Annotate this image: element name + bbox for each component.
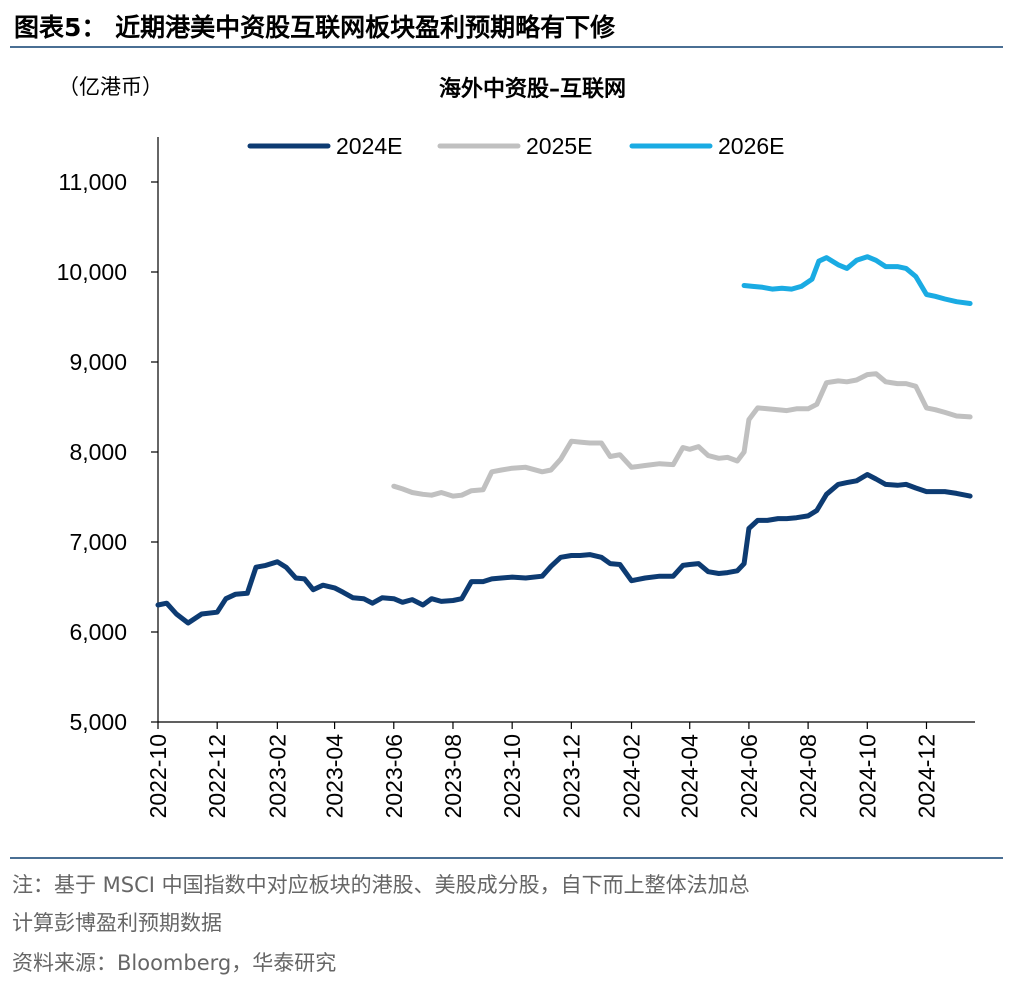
- legend-label-2025E: 2025E: [526, 133, 593, 159]
- x-tick-label: 2022-12: [204, 734, 230, 818]
- top-rule: [10, 46, 1003, 48]
- x-tick-label: 2024-08: [795, 734, 821, 818]
- y-tick-label: 5,000: [69, 709, 127, 735]
- y-tick-label: 6,000: [69, 619, 127, 645]
- x-tick-label: 2024-12: [913, 734, 939, 818]
- figure-title: 图表5： 近期港美中资股互联网板块盈利预期略有下修: [14, 13, 616, 42]
- x-tick-label: 2023-08: [440, 734, 466, 818]
- x-tick-label: 2023-12: [558, 734, 584, 818]
- x-tick-label: 2024-10: [854, 734, 880, 818]
- series-line-2025E: [391, 371, 973, 499]
- series-line-2026E: [741, 254, 973, 306]
- legend-label-2024E: 2024E: [336, 133, 403, 159]
- x-tick-label: 2023-02: [264, 734, 290, 818]
- source-note: 资料来源：Bloomberg，华泰研究: [12, 951, 337, 975]
- axes: 5,000 6,000 7,000 8,000 9,000 10,000 11,000 202…: [57, 137, 975, 818]
- x-tick-label: 2022-10: [145, 734, 171, 818]
- bottom-rule: [10, 857, 1003, 859]
- x-tick-label: 2024-04: [677, 734, 703, 819]
- x-tick-label: 2023-10: [499, 734, 525, 818]
- x-tick-label: 2023-06: [381, 734, 407, 818]
- y-tick-label: 7,000: [69, 529, 127, 555]
- y-tick-label: 10,000: [57, 259, 127, 285]
- legend: 2024E 2025E 2026E: [247, 133, 785, 159]
- y-tick-label: 11,000: [58, 169, 127, 195]
- footnote-line-1: 注：基于 MSCI 中国指数中对应板块的港股、美股成分股，自下而上整体法加总: [12, 873, 750, 897]
- x-tick-label: 2024-06: [736, 734, 762, 818]
- x-tick-label: 2024-02: [619, 734, 645, 818]
- legend-label-2026E: 2026E: [718, 133, 785, 159]
- y-axis-unit: （亿港币）: [58, 75, 163, 99]
- series-line-2024E: [155, 472, 973, 626]
- line-chart: 5,000 6,000 7,000 8,000 9,000 10,000 11,000 202…: [57, 133, 975, 818]
- y-tick-label: 8,000: [69, 439, 127, 465]
- series-lines: [155, 254, 973, 626]
- x-tick-label: 2023-04: [322, 734, 348, 819]
- footnote-line-2: 计算彭博盈利预期数据: [12, 911, 222, 935]
- chart-title: 海外中资股–互联网: [438, 77, 626, 102]
- y-tick-label: 9,000: [69, 349, 127, 375]
